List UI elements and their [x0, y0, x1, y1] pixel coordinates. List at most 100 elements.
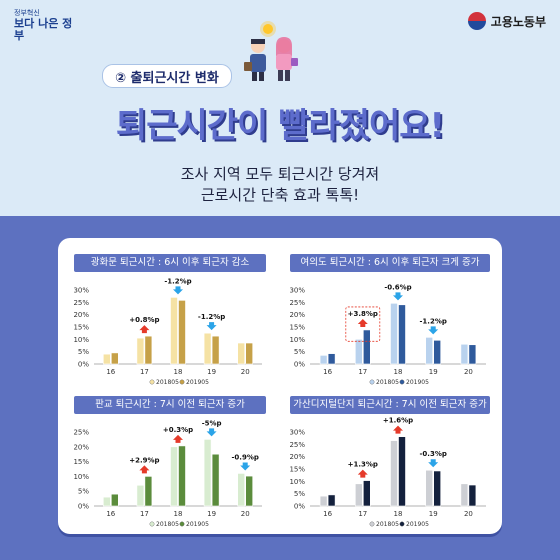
arrow-down-icon — [206, 322, 217, 331]
y-tick-label: 5% — [78, 488, 89, 496]
bar-201805-17 — [136, 484, 145, 507]
y-tick-label: 10% — [73, 336, 89, 344]
arrow-down-icon — [206, 428, 217, 437]
bar-201905-19 — [433, 470, 441, 507]
chart-title-yeouido: 여의도 퇴근시간 : 6시 이후 퇴근자 크게 증가 — [290, 254, 490, 272]
woman-body-icon — [276, 54, 292, 70]
change-label: -1.2%p — [164, 277, 191, 285]
y-tick-label: 25% — [289, 299, 305, 307]
bar-201905-17 — [144, 476, 153, 507]
x-tick-label: 16 — [323, 368, 332, 376]
legend-label: 201805 — [376, 379, 399, 386]
bar-201905-18 — [398, 436, 406, 507]
y-tick-label: 20% — [289, 453, 305, 461]
bar-201905-20 — [468, 344, 477, 365]
arrow-up-icon — [357, 318, 368, 327]
y-tick-label: 5% — [78, 348, 89, 356]
change-label: -0.3%p — [420, 450, 447, 458]
arrow-down-icon — [393, 292, 403, 301]
bar-201805-19 — [203, 332, 212, 365]
y-tick-label: 0% — [78, 503, 89, 511]
y-tick-label: 25% — [289, 441, 305, 449]
bar-201805-20 — [460, 343, 469, 365]
y-tick-label: 30% — [73, 287, 89, 295]
change-label: +1.3%p — [348, 461, 378, 469]
x-tick-label: 20 — [464, 510, 473, 518]
bar-201905-19 — [433, 340, 441, 365]
section-label: ② 출퇴근시간 변화 — [102, 64, 232, 88]
y-tick-label: 20% — [73, 443, 89, 451]
x-tick-label: 17 — [140, 510, 149, 518]
page-title: 퇴근시간이 빨라졌어요! — [115, 106, 445, 146]
bar-201905-20 — [245, 342, 253, 365]
x-tick-label: 18 — [174, 368, 183, 376]
ministry-logo: 고용노동부 — [467, 12, 546, 30]
change-label: +0.8%p — [129, 316, 159, 324]
legend-label: 201805 — [156, 521, 179, 528]
bar-201805-18 — [170, 446, 178, 507]
bar-201805-16 — [102, 353, 111, 365]
gov-innovation-logo: 정부혁신 보다 나은 정부 — [14, 9, 74, 42]
y-tick-label: 20% — [73, 311, 89, 319]
change-label: -0.6%p — [384, 283, 411, 291]
y-tick-label: 0% — [294, 503, 305, 511]
bar-201805-19 — [425, 337, 433, 365]
bar-201805-19 — [425, 469, 433, 507]
x-tick-label: 20 — [241, 368, 250, 376]
y-tick-label: 15% — [73, 324, 89, 332]
chart-gwanghwamun: 0% 5% 10% 15% 20% 25% 30% 16 17 18 19 20 +0.8%p -1.2%… — [73, 277, 262, 386]
x-tick-label: 16 — [106, 368, 115, 376]
bar-201905-16 — [110, 352, 119, 365]
y-tick-label: 30% — [289, 429, 305, 437]
x-tick-label: 18 — [174, 510, 183, 518]
bar-201905-17 — [363, 480, 371, 507]
taeguk-icon — [467, 12, 486, 30]
y-tick-label: 30% — [289, 287, 305, 295]
bar-201905-16 — [327, 494, 336, 507]
y-tick-label: 20% — [289, 311, 305, 319]
legend-swatch — [399, 379, 405, 385]
bar-201905-19 — [211, 453, 220, 507]
x-tick-label: 19 — [207, 510, 216, 518]
bar-201905-18 — [178, 445, 186, 507]
x-tick-label: 19 — [207, 368, 216, 376]
bar-201805-17 — [355, 339, 363, 365]
y-tick-label: 25% — [73, 299, 89, 307]
x-tick-label: 20 — [464, 368, 473, 376]
x-tick-label: 17 — [140, 368, 149, 376]
header-area — [0, 0, 560, 216]
highlight-box — [345, 306, 381, 342]
y-tick-label: 15% — [289, 324, 305, 332]
legend-swatch — [179, 521, 185, 527]
x-tick-label: 18 — [394, 368, 403, 376]
arrow-up-icon — [357, 469, 368, 478]
legend-label: 201905 — [406, 379, 429, 386]
arrow-down-icon — [428, 326, 439, 335]
legend-label: 201805 — [376, 521, 399, 528]
bar-201905-20 — [468, 484, 477, 507]
change-label: +0.3%p — [163, 426, 193, 434]
bar-201805-16 — [319, 495, 328, 507]
arrow-up-icon — [139, 325, 150, 334]
gov-logo-big-text: 보다 나은 정부 — [14, 16, 73, 42]
gov-logo-small-text: 정부혁신 — [14, 9, 40, 17]
bar-201905-20 — [245, 475, 253, 507]
bar-201805-19 — [203, 439, 212, 507]
change-label: -1.2%p — [198, 313, 225, 321]
y-tick-label: 10% — [289, 336, 305, 344]
y-tick-label: 15% — [73, 458, 89, 466]
man-body-icon — [250, 54, 266, 72]
y-tick-label: 5% — [294, 348, 305, 356]
chart-title-gasan: 가산디지털단지 퇴근시간 : 7시 이전 퇴근자 증가 — [290, 396, 490, 414]
legend-swatch — [369, 379, 375, 385]
bar-201805-18 — [390, 440, 398, 507]
ministry-name: 고용노동부 — [490, 14, 546, 29]
bar-201805-20 — [460, 483, 469, 507]
legend-swatch — [399, 521, 405, 527]
bar-201805-17 — [136, 337, 145, 365]
arrow-down-icon — [173, 286, 183, 295]
legend-swatch — [179, 379, 185, 385]
bar-201905-19 — [211, 335, 220, 365]
legend-label: 201905 — [186, 379, 209, 386]
arrow-down-icon — [428, 459, 439, 468]
